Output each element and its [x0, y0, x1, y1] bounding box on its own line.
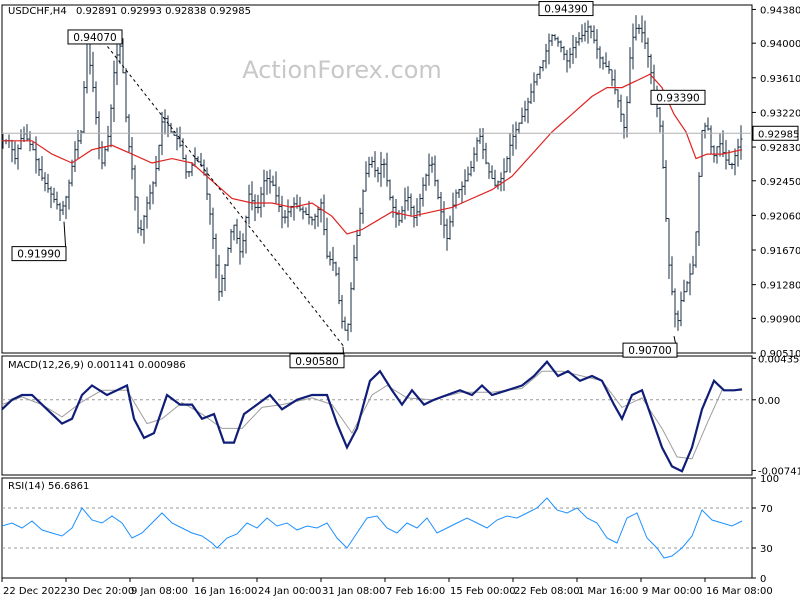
rsi-y-tick-label: 70 [760, 504, 773, 515]
rsi-y-tick-label: 100 [760, 474, 779, 485]
last-price-label: 0.92985 [758, 129, 799, 140]
x-tick-label: 22 Feb 08:00 [514, 586, 580, 597]
annotation-label: 0.94070 [73, 32, 116, 44]
x-tick-label: 24 Jan 00:00 [258, 586, 321, 597]
rsi-pane-frame [1, 477, 753, 579]
price-y-tick-label: 0.90900 [760, 314, 800, 325]
annotation-box [650, 89, 706, 105]
rsi-y-tick-label: 0 [760, 574, 766, 585]
macd-y-tick-label: 0.004354 [758, 354, 800, 365]
macd-line [1, 359, 743, 473]
annotation-label: 0.90580 [295, 356, 338, 368]
macd-y-tick-label: -0.007417 [758, 466, 800, 477]
x-tick-label: 1 Mar 16:00 [578, 586, 638, 597]
price-y-tick-label: 0.91280 [760, 281, 800, 292]
macd-y-tick-label: 0.00 [758, 396, 780, 407]
x-tick-label: 9 Mar 00:00 [642, 586, 702, 597]
price-y-tick-label: 0.92450 [760, 177, 800, 188]
x-tick-label: 15 Feb 00:00 [450, 586, 516, 597]
x-tick-label: 30 Dec 20:00 [67, 586, 134, 597]
annotation-box [67, 29, 123, 45]
rsi-header: RSI(14) 56.6861 [8, 481, 89, 492]
x-tick-label: 9 Jan 08:00 [131, 586, 188, 597]
price-y-tick-label: 0.92060 [760, 211, 800, 222]
macd-pane-frame [1, 355, 753, 476]
price-y-tick-label: 0.93220 [760, 108, 800, 119]
rsi-line [1, 497, 743, 559]
price-y-tick-label: 0.94000 [760, 39, 800, 50]
x-tick-label: 16 Mar 08:00 [706, 586, 773, 597]
x-tick-label: 22 Dec 2022 [3, 586, 67, 597]
annotation-label: 0.90700 [628, 345, 671, 357]
annotation-label: 0.91990 [17, 249, 60, 261]
price-y-tick-label: 0.91670 [760, 246, 800, 257]
x-tick-label: 7 Feb 16:00 [386, 586, 445, 597]
macd-header: MACD(12,26,9) 0.001141 0.000986 [8, 360, 186, 371]
rsi-y-tick-label: 30 [760, 544, 773, 555]
annotation-box [622, 342, 678, 358]
price-y-tick-label: 0.90510 [760, 349, 800, 360]
price-header-symbol: USDCHF,H4 [8, 6, 67, 17]
price-header-ohlc: 0.92891 0.92993 0.92838 0.92985 [76, 6, 251, 17]
macd-signal-line [1, 370, 742, 460]
main-pane-frame [1, 4, 753, 354]
annotation-label: 0.93390 [656, 92, 699, 104]
price-y-tick-label: 0.93610 [760, 74, 800, 85]
price-y-tick-label: 0.94380 [760, 5, 800, 16]
annotation-box [538, 1, 594, 17]
annotation-box [11, 246, 67, 262]
x-tick-label: 16 Jan 16:00 [194, 586, 257, 597]
moving-average-line [2, 73, 743, 235]
annotation-box [289, 353, 345, 369]
last-price-box [752, 125, 799, 141]
x-tick-label: 31 Jan 08:00 [322, 586, 385, 597]
annotation-label: 0.94390 [544, 4, 587, 16]
price-y-tick-label: 0.92830 [760, 143, 800, 154]
watermark-text: ActionForex.com [242, 56, 442, 84]
